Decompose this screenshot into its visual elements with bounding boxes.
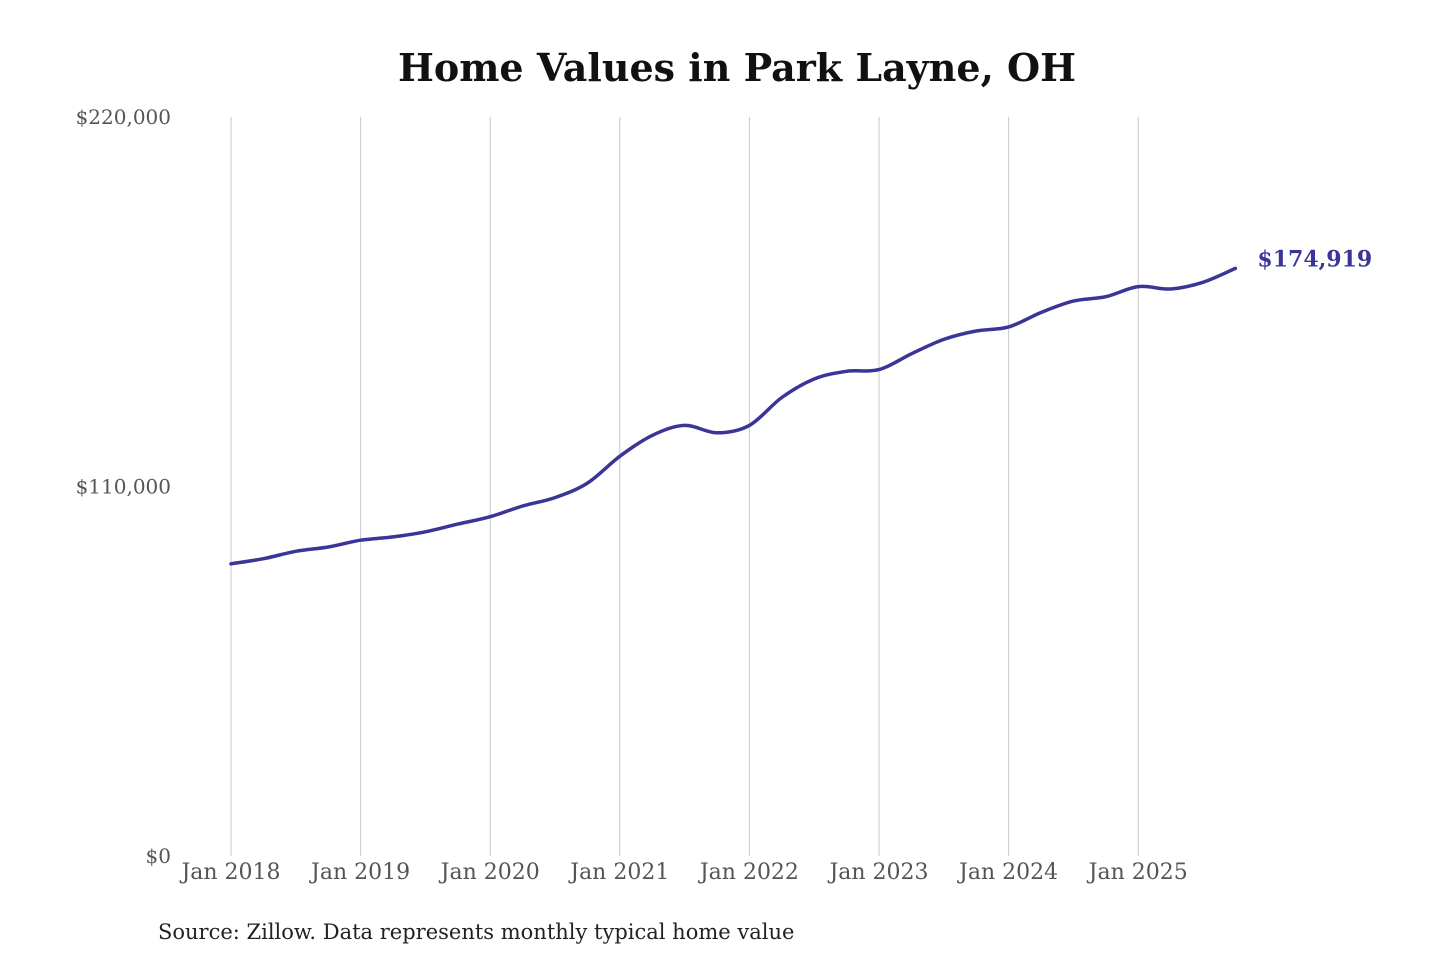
- chart-title: Home Values in Park Layne, OH: [398, 45, 1076, 90]
- x-tick-label: Jan 2019: [309, 860, 410, 885]
- x-tick-label: Jan 2021: [568, 860, 669, 885]
- x-tick-label: Jan 2020: [439, 860, 540, 885]
- latest-value-label: $174,919: [1257, 246, 1372, 272]
- grid-lines: [230, 117, 1139, 856]
- x-tick-label: Jan 2023: [827, 860, 928, 885]
- y-axis-ticks: $0 $110,000 $220,000: [76, 105, 171, 868]
- x-axis-ticks: Jan 2018 Jan 2019 Jan 2020 Jan 2021 Jan 2022…: [179, 860, 1187, 885]
- home-value-line: [229, 266, 1238, 566]
- source-note: Source: Zillow. Data represents monthly …: [158, 920, 794, 944]
- y-tick-label: $0: [146, 844, 171, 868]
- x-tick-label: Jan 2024: [957, 860, 1058, 885]
- x-tick-label: Jan 2022: [698, 860, 799, 885]
- y-tick-label: $220,000: [76, 105, 171, 129]
- y-tick-label: $110,000: [76, 475, 171, 499]
- x-tick-label: Jan 2018: [179, 860, 280, 885]
- x-tick-label: Jan 2025: [1087, 860, 1188, 885]
